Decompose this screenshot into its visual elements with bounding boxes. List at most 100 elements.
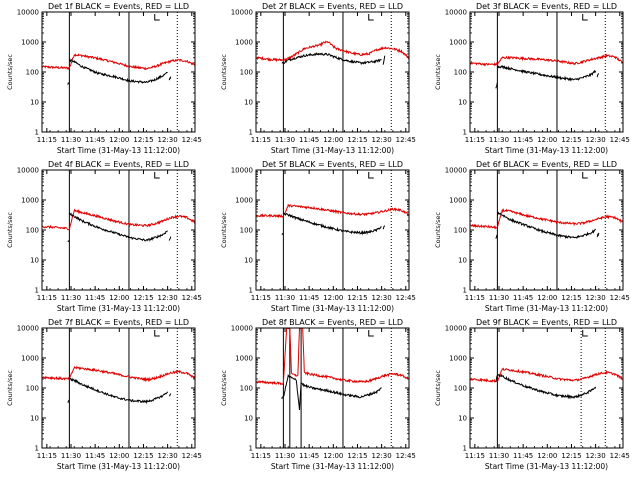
y-tick-label: 10000 (231, 325, 253, 333)
x-tick-label: 11:15 (37, 452, 57, 460)
y-tick-label: 1000 (449, 355, 467, 363)
y-tick-label: 10000 (445, 325, 467, 333)
x-tick-label: 12:30 (158, 452, 178, 460)
panel-det-8: Det 8f BLACK = Events, RED = LLD Counts/s… (220, 318, 416, 471)
x-axis-label: Start Time (31-May-13 11:12:00) (485, 146, 608, 155)
x-tick-label: 12:45 (610, 294, 630, 302)
x-tick-label: 12:15 (561, 294, 581, 302)
x-tick-label: 12:00 (109, 294, 129, 302)
bracket-marker (368, 330, 374, 337)
x-tick-label: 12:45 (182, 136, 202, 144)
y-axis-label: Counts/sec (220, 54, 228, 90)
y-tick-label: 10 (458, 257, 467, 265)
y-tick-label: 1000 (21, 197, 39, 205)
y-tick-label: 100 (454, 227, 467, 235)
x-tick-label: 12:30 (372, 294, 392, 302)
lld-trace (470, 208, 623, 230)
x-tick-label: 11:15 (251, 136, 271, 144)
lld-trace (470, 367, 623, 383)
y-tick-label: 100 (240, 227, 253, 235)
y-tick-label: 1 (463, 287, 467, 295)
traces (256, 40, 409, 66)
y-tick-label: 100 (26, 227, 39, 235)
y-tick-label: 1000 (21, 39, 39, 47)
x-tick-label: 12:30 (158, 136, 178, 144)
x-tick-label: 12:45 (182, 452, 202, 460)
y-tick-label: 10 (30, 99, 39, 107)
panel-title: Det 9f BLACK = Events, RED = LLD (476, 318, 617, 327)
y-tick-label: 100 (454, 385, 467, 393)
y-tick-label: 1000 (235, 355, 253, 363)
plot-frame (41, 169, 196, 291)
x-tick-label: 11:45 (85, 294, 105, 302)
y-tick-label: 10 (244, 257, 253, 265)
x-axis-label: Start Time (31-May-13 11:12:00) (57, 146, 180, 155)
y-tick-label: 10000 (231, 167, 253, 175)
panel-det-4: Det 4f BLACK = Events, RED = LLD Counts/s… (6, 160, 202, 313)
traces (256, 328, 409, 411)
traces (470, 367, 623, 400)
x-tick-label: 12:15 (347, 294, 367, 302)
y-tick-label: 1 (463, 445, 467, 453)
plot-frame (255, 327, 410, 449)
lld-trace (42, 208, 195, 231)
y-tick-label: 1000 (449, 197, 467, 205)
x-tick-label: 12:00 (323, 136, 343, 144)
y-tick-label: 1000 (235, 197, 253, 205)
lld-trace (42, 365, 195, 383)
x-axis-label: Start Time (31-May-13 11:12:00) (271, 304, 394, 313)
events-trace (596, 73, 600, 78)
x-tick-label: 11:30 (61, 452, 81, 460)
events-trace (495, 234, 498, 239)
panel-det-6: Det 6f BLACK = Events, RED = LLD Counts/s… (434, 160, 630, 313)
events-trace (281, 374, 382, 411)
y-tick-label: 1 (35, 287, 39, 295)
lld-trace (256, 40, 409, 63)
x-tick-label: 11:15 (37, 294, 57, 302)
panel-title: Det 4f BLACK = Events, RED = LLD (48, 160, 189, 169)
y-tick-label: 10000 (17, 167, 39, 175)
events-trace (596, 232, 600, 238)
y-axis-label: Counts/sec (6, 54, 14, 90)
y-tick-label: 1 (463, 129, 467, 137)
x-tick-label: 11:30 (489, 452, 509, 460)
events-trace (496, 211, 596, 239)
y-tick-label: 10000 (445, 167, 467, 175)
x-tick-label: 11:30 (61, 136, 81, 144)
x-tick-label: 11:30 (275, 136, 295, 144)
x-tick-label: 11:30 (489, 294, 509, 302)
events-trace (68, 58, 168, 84)
panel-title: Det 1f BLACK = Events, RED = LLD (48, 2, 189, 11)
x-axis-label: Start Time (31-May-13 11:12:00) (57, 462, 180, 471)
x-tick-label: 11:15 (465, 294, 485, 302)
events-trace (67, 240, 70, 243)
events-trace (168, 393, 172, 397)
traces (470, 53, 623, 89)
y-tick-label: 1 (249, 445, 253, 453)
x-axis-label: Start Time (31-May-13 11:12:00) (485, 304, 608, 313)
y-axis-label: Counts/sec (6, 212, 14, 248)
bracket-marker (582, 172, 588, 179)
x-tick-label: 12:15 (133, 294, 153, 302)
bracket-marker (368, 14, 374, 21)
events-trace (382, 225, 386, 230)
y-tick-label: 10 (244, 99, 253, 107)
x-tick-label: 12:15 (561, 452, 581, 460)
plot-frame (41, 327, 196, 449)
traces (42, 365, 195, 405)
bracket-marker (154, 14, 160, 21)
bracket-marker (154, 330, 160, 337)
y-axis-label: Counts/sec (220, 212, 228, 248)
events-trace (168, 236, 172, 241)
panel-det-3: Det 3f BLACK = Events, RED = LLD Counts/s… (434, 2, 630, 155)
panel-title: Det 3f BLACK = Events, RED = LLD (476, 2, 617, 11)
bracket-marker (582, 14, 588, 21)
x-tick-label: 11:45 (299, 452, 319, 460)
plot-frame (255, 169, 410, 291)
panel-det-7: Det 7f BLACK = Events, RED = LLD Counts/s… (6, 318, 202, 471)
events-trace (496, 64, 597, 82)
x-axis-label: Start Time (31-May-13 11:12:00) (485, 462, 608, 471)
x-tick-label: 12:45 (182, 294, 202, 302)
y-axis-label: Counts/sec (434, 54, 442, 90)
x-tick-label: 11:30 (275, 294, 295, 302)
